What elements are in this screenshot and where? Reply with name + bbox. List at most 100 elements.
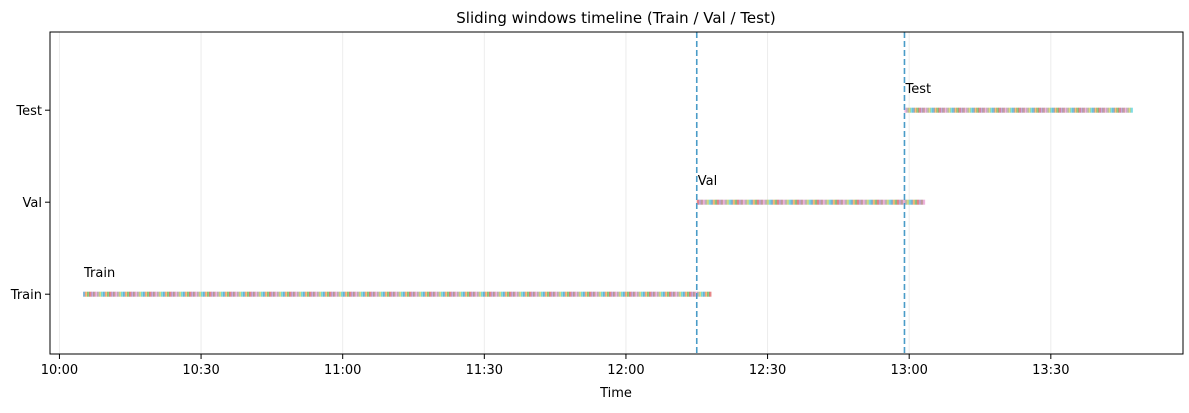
window-segment (846, 199, 850, 205)
window-segment (227, 291, 230, 297)
window-segment (904, 107, 907, 113)
window-segment (419, 291, 422, 297)
window-segment (377, 291, 380, 297)
window-segment (113, 291, 116, 297)
window-segment (139, 291, 142, 297)
window-segment (934, 107, 937, 113)
window-segment (1060, 107, 1063, 113)
window-segment (123, 291, 126, 297)
window-segment (387, 291, 390, 297)
window-segment (397, 291, 400, 297)
window-segment (772, 199, 776, 205)
window-segment (507, 291, 510, 297)
window-segment (385, 291, 388, 297)
window-segment (1036, 107, 1039, 113)
window-segment (858, 199, 862, 205)
window-segment (689, 291, 692, 297)
window-segment (699, 291, 702, 297)
window-segment (882, 199, 886, 205)
window-segment (209, 291, 212, 297)
window-segment (844, 199, 848, 205)
window-segment (489, 291, 492, 297)
window-segment (445, 291, 448, 297)
window-segment (802, 199, 806, 205)
window-segment (838, 199, 842, 205)
window-segment (992, 107, 995, 113)
window-segment (303, 291, 306, 297)
window-segment (185, 291, 188, 297)
window-segment (329, 291, 332, 297)
window-segment (437, 291, 440, 297)
window-segment (716, 199, 720, 205)
window-segment (950, 107, 953, 113)
window-segment (693, 291, 696, 297)
window-segment (701, 291, 704, 297)
window-segment (623, 291, 626, 297)
window-segment (714, 199, 718, 205)
window-segment (215, 291, 218, 297)
window-segment (788, 199, 792, 205)
window-segment (631, 291, 634, 297)
window-segment (922, 199, 926, 205)
window-segment (373, 291, 376, 297)
window-segment (255, 291, 258, 297)
window-segment (143, 291, 146, 297)
window-segment (321, 291, 324, 297)
window-segment (267, 291, 270, 297)
window-segment (643, 291, 646, 297)
window-segment (357, 291, 360, 297)
window-segment (697, 291, 700, 297)
window-segment (499, 291, 502, 297)
window-segment (776, 199, 780, 205)
window-segment (339, 291, 342, 297)
window-segment (778, 199, 782, 205)
window-segment (363, 291, 366, 297)
window-segment (816, 199, 820, 205)
window-segment (804, 199, 808, 205)
window-segment (647, 291, 650, 297)
window-segment (1048, 107, 1051, 113)
window-segment (884, 199, 888, 205)
window-segment (810, 199, 814, 205)
window-segment (369, 291, 372, 297)
window-segment (764, 199, 768, 205)
window-segment (291, 291, 294, 297)
window-segment (471, 291, 474, 297)
window-segment (706, 199, 710, 205)
window-segment (273, 291, 276, 297)
window-segment (105, 291, 108, 297)
window-segment (111, 291, 114, 297)
window-segment (1110, 107, 1113, 113)
window-segment (659, 291, 662, 297)
window-segment (463, 291, 466, 297)
window-segment (287, 291, 290, 297)
window-segment (698, 199, 702, 205)
window-segment (219, 291, 222, 297)
window-segment (157, 291, 160, 297)
window-segment (718, 199, 722, 205)
window-segment (285, 291, 288, 297)
window-segment (824, 199, 828, 205)
window-segment (147, 291, 150, 297)
window-segment (203, 291, 206, 297)
window-segment (449, 291, 452, 297)
window-segment (990, 107, 993, 113)
window-segment (1006, 107, 1009, 113)
window-segment (213, 291, 216, 297)
window-segment (211, 291, 214, 297)
grid-lines (58, 32, 1052, 354)
window-segment (908, 107, 911, 113)
window-segment (555, 291, 558, 297)
window-segment (243, 291, 246, 297)
window-segment (812, 199, 816, 205)
window-segment (708, 199, 712, 205)
x-tick-label: 10:00 (41, 363, 78, 378)
window-segment (293, 291, 296, 297)
window-segment (707, 291, 710, 297)
window-segment (97, 291, 100, 297)
window-segment (952, 107, 955, 113)
window-segment (720, 199, 724, 205)
window-segment (425, 291, 428, 297)
window-segment (1024, 107, 1027, 113)
window-segment (1080, 107, 1083, 113)
